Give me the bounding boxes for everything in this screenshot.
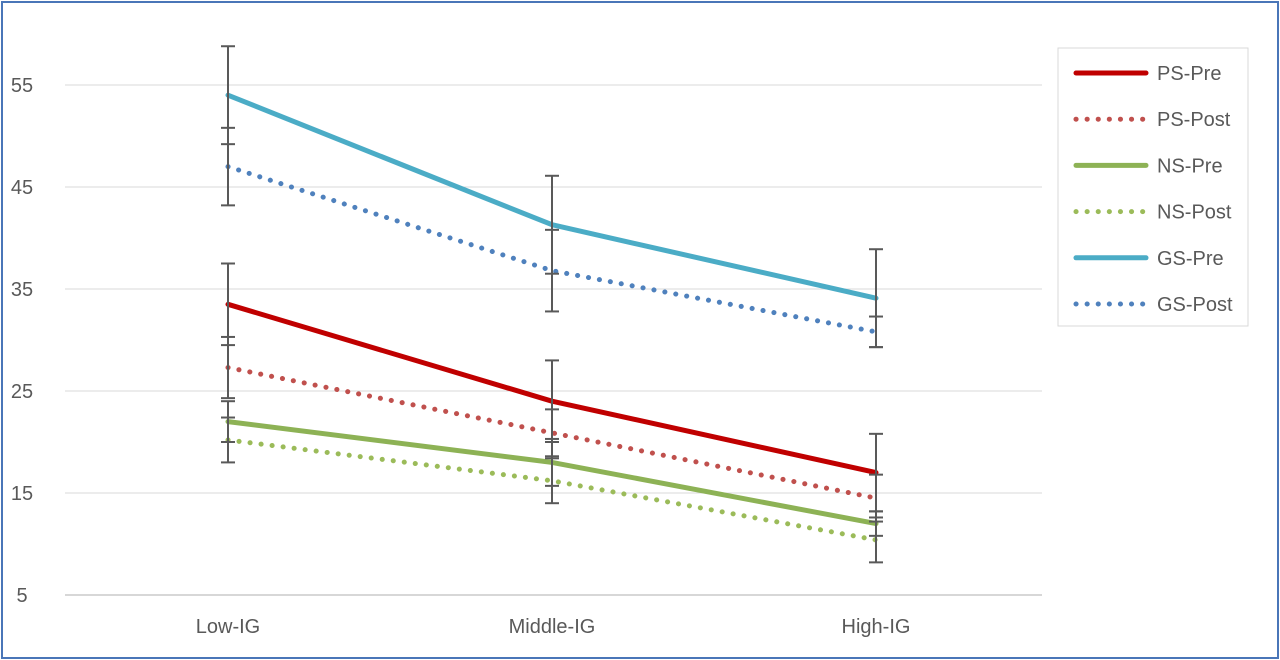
y-tick-label: 55	[11, 75, 33, 97]
legend-label-gs-pre: GS-Pre	[1157, 248, 1224, 270]
x-tick-label: Middle-IG	[509, 616, 596, 638]
x-axis-ticks: Low-IG Middle-IG High-IG	[196, 616, 911, 638]
y-tick-label: 15	[11, 483, 33, 505]
y-axis-ticks: 5 15 25 35 45 55	[11, 75, 33, 607]
legend-label-ps-post: PS-Post	[1157, 109, 1231, 131]
error-bar-ps-post	[221, 335, 235, 400]
y-tick-label: 45	[11, 177, 33, 199]
error-bars	[221, 45, 883, 564]
error-bar-gs-post	[221, 126, 235, 207]
series-line-ns-post	[225, 437, 879, 543]
x-tick-label: Low-IG	[196, 616, 260, 638]
y-tick-label: 25	[11, 381, 33, 403]
legend-label-ns-pre: NS-Pre	[1157, 155, 1223, 177]
error-bar-ns-post	[545, 457, 559, 505]
x-tick-label: High-IG	[842, 616, 911, 638]
legend-label-ns-post: NS-Post	[1157, 202, 1232, 224]
legend-label-ps-pre: PS-Pre	[1157, 63, 1221, 85]
legend: PS-Pre PS-Post NS-Pre NS-Post GS-Pre GS-Post	[1057, 47, 1249, 327]
legend-label-gs-post: GS-Post	[1157, 294, 1233, 316]
series-line-gs-post	[225, 164, 879, 335]
error-bar-ns-post	[869, 516, 883, 564]
gridlines	[65, 84, 1042, 596]
error-bar-gs-post	[869, 315, 883, 349]
y-tick-label: 35	[11, 279, 33, 301]
error-bar-gs-post	[545, 228, 559, 313]
legend-box	[1057, 47, 1249, 327]
y-tick-label: 5	[16, 585, 27, 607]
error-bar-ns-post	[221, 416, 235, 464]
